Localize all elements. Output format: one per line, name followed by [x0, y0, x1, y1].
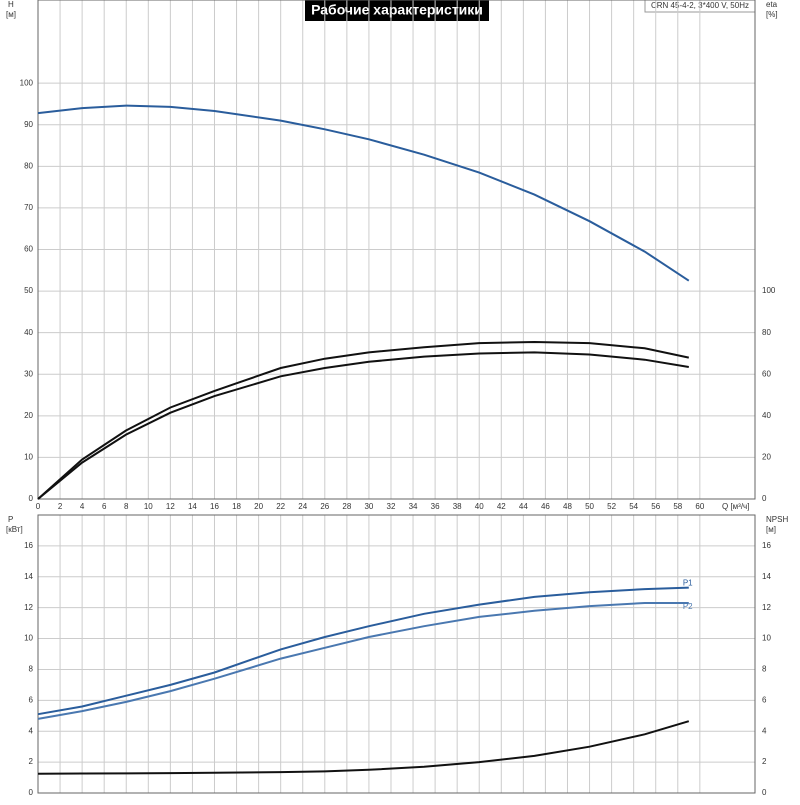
y2-tick-label: 60 [762, 369, 771, 378]
y-tick-label: 0 [29, 788, 34, 797]
series-line [37, 351, 689, 500]
plot-frame [37, 0, 756, 500]
y-axis-unit: [м] [6, 10, 16, 19]
x-axis-label: Q [м³/ч] [722, 502, 749, 511]
x-tick-label: 10 [144, 502, 153, 511]
x-tick-label: 32 [387, 502, 396, 511]
y-tick-label: 100 [20, 78, 34, 87]
x-tick-label: 0 [36, 502, 41, 511]
series-line [37, 602, 689, 720]
x-tick-label: 56 [651, 502, 660, 511]
x-tick-label: 38 [453, 502, 462, 511]
series-label: P2 [683, 602, 693, 611]
x-tick-label: 22 [276, 502, 285, 511]
series-line [37, 340, 690, 500]
x-tick-label: 48 [563, 502, 572, 511]
x-tick-label: 34 [409, 502, 418, 511]
y2-tick-label: 10 [762, 634, 771, 643]
y2-axis-unit: [%] [766, 10, 778, 19]
y2-tick-label: 0 [762, 788, 767, 797]
x-tick-label: 46 [541, 502, 550, 511]
y2-tick-label: 8 [762, 665, 767, 674]
y2-tick-label: 80 [762, 328, 771, 337]
y-tick-label: 70 [24, 203, 33, 212]
y-tick-label: 4 [29, 726, 34, 735]
x-tick-label: 40 [475, 502, 484, 511]
x-tick-label: 36 [431, 502, 440, 511]
series-line [37, 104, 690, 282]
y-tick-label: 12 [24, 603, 33, 612]
x-tick-label: 20 [254, 502, 263, 511]
y2-tick-label: 6 [762, 695, 767, 704]
y2-tick-label: 20 [762, 453, 771, 462]
x-tick-label: 58 [673, 502, 682, 511]
y2-tick-label: 100 [762, 286, 776, 295]
x-tick-label: 6 [102, 502, 107, 511]
x-tick-label: 50 [585, 502, 594, 511]
y2-tick-label: 4 [762, 726, 767, 735]
x-tick-label: 2 [58, 502, 63, 511]
x-tick-label: 16 [210, 502, 219, 511]
y-tick-label: 14 [24, 572, 33, 581]
x-tick-label: 54 [629, 502, 638, 511]
plot-frame [37, 514, 756, 794]
title-box [305, 0, 489, 21]
y-tick-label: 90 [24, 120, 33, 129]
x-tick-label: 42 [497, 502, 506, 511]
y-axis-unit: [кВт] [6, 525, 23, 534]
x-tick-label: 28 [342, 502, 351, 511]
series-line [37, 586, 689, 716]
y-tick-label: 16 [24, 541, 33, 550]
x-tick-label: 52 [607, 502, 616, 511]
y2-tick-label: 14 [762, 572, 771, 581]
chart-title: Рабочие характеристики [311, 2, 483, 18]
y-tick-label: 10 [24, 634, 33, 643]
y2-tick-label: 12 [762, 603, 771, 612]
x-tick-label: 24 [298, 502, 307, 511]
y2-tick-label: 0 [762, 494, 767, 503]
x-tick-label: 18 [232, 502, 241, 511]
x-tick-label: 44 [519, 502, 528, 511]
y-tick-label: 10 [24, 453, 33, 462]
y2-axis-unit: [м] [766, 525, 776, 534]
x-tick-label: 14 [188, 502, 197, 511]
x-tick-label: 26 [320, 502, 329, 511]
x-tick-label: 12 [166, 502, 175, 511]
y-axis-label: P [8, 515, 13, 524]
series-label: P1 [683, 579, 693, 588]
y2-tick-label: 16 [762, 541, 771, 550]
y-tick-label: 30 [24, 369, 33, 378]
y-tick-label: 2 [29, 757, 34, 766]
series-line [37, 720, 690, 775]
y-axis-label: H [8, 0, 14, 9]
y2-tick-label: 40 [762, 411, 771, 420]
y-tick-label: 50 [24, 286, 33, 295]
y-tick-label: 6 [29, 695, 34, 704]
y-tick-label: 8 [29, 665, 34, 674]
y-tick-label: 0 [29, 494, 34, 503]
x-tick-label: 60 [695, 502, 704, 511]
y-tick-label: 20 [24, 411, 33, 420]
x-tick-label: 30 [364, 502, 373, 511]
y2-tick-label: 2 [762, 757, 767, 766]
x-tick-label: 4 [80, 502, 85, 511]
y-tick-label: 40 [24, 328, 33, 337]
y-tick-label: 60 [24, 245, 33, 254]
y-tick-label: 80 [24, 161, 33, 170]
x-tick-label: 8 [124, 502, 129, 511]
y2-axis-label: eta [766, 0, 778, 9]
y2-axis-label: NPSH [766, 515, 788, 524]
